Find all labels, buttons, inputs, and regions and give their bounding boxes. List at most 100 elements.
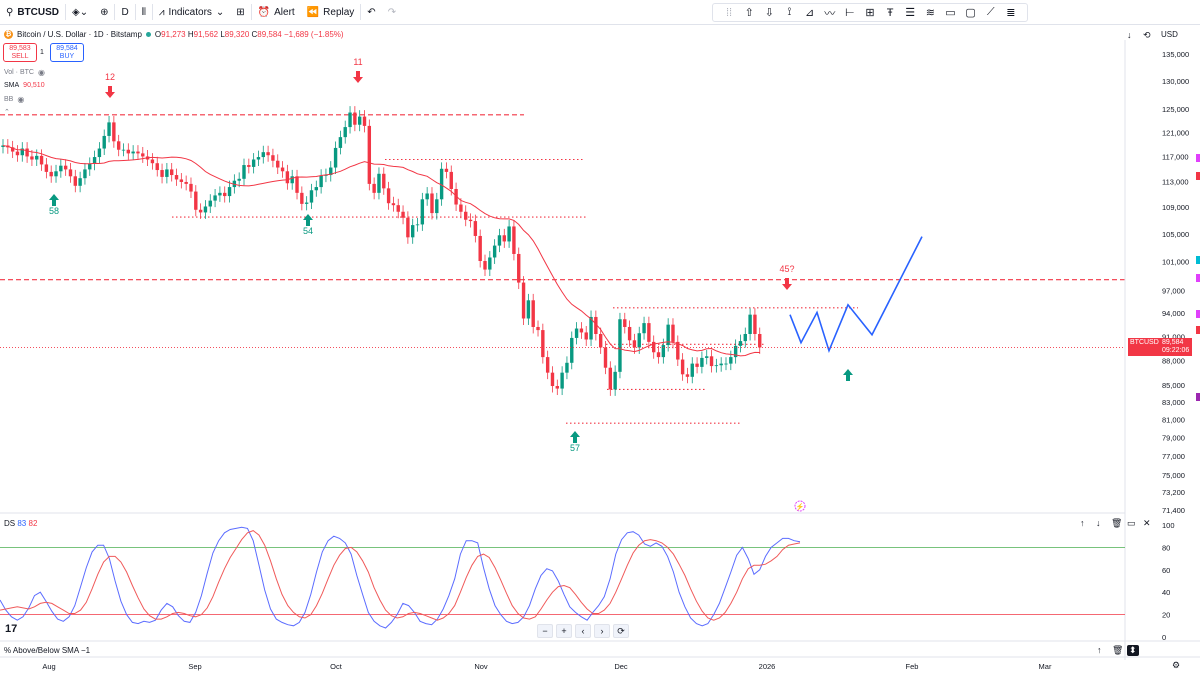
time-axis[interactable]: Aug Sep Oct Nov Dec 2026 Feb Mar bbox=[42, 662, 1052, 671]
layouts-button[interactable]: ⊞ bbox=[230, 0, 250, 25]
currency-label[interactable]: USD bbox=[1161, 30, 1178, 39]
rectangle-icon[interactable]: ▭ bbox=[945, 7, 956, 19]
candle-body bbox=[10, 147, 15, 152]
candle-body bbox=[391, 203, 396, 206]
candle-body bbox=[536, 326, 540, 331]
sell-button[interactable]: 89,583 SELL bbox=[3, 43, 37, 62]
annotation-label: 57 bbox=[570, 443, 580, 453]
tradingview-logo[interactable]: 17 bbox=[5, 623, 18, 635]
oscillator-blue-line bbox=[0, 526, 801, 629]
move-down-icon[interactable]: ↓ bbox=[1096, 518, 1101, 528]
candle-body bbox=[637, 333, 641, 348]
symbol-search[interactable]: ⚲ BTCUSD bbox=[0, 0, 65, 25]
scroll-left-button[interactable]: ‹ bbox=[575, 624, 591, 638]
more-lines-icon[interactable]: ≣ bbox=[1006, 7, 1016, 19]
candle-body bbox=[256, 157, 261, 160]
line-icon[interactable]: ⟋ bbox=[986, 6, 995, 18]
parallel-channel-icon[interactable]: ≋ bbox=[925, 7, 935, 19]
fib-grid-icon[interactable]: ⊞ bbox=[865, 7, 875, 19]
candle-body bbox=[6, 145, 10, 148]
annotation-label: 45? bbox=[779, 264, 794, 274]
collapse-legend-button[interactable]: ⌃ bbox=[4, 108, 10, 116]
arrow-down-icon[interactable]: ⇩ bbox=[764, 7, 774, 19]
price-axis[interactable]: 135,000 130,000 125,000 121,000 117,000 113,0… bbox=[1162, 50, 1189, 515]
candle-body bbox=[78, 178, 82, 186]
reset-chart-button[interactable]: ⟳ bbox=[613, 624, 629, 638]
sma-label: SMA bbox=[4, 82, 20, 89]
candle-body bbox=[218, 192, 222, 196]
date-range-icon[interactable]: ⊢ bbox=[845, 7, 855, 19]
redo-button[interactable]: ↷ bbox=[382, 0, 402, 25]
maximize-icon[interactable]: ▭ bbox=[1127, 518, 1136, 528]
zigzag-icon[interactable]: 〰 bbox=[824, 7, 836, 20]
move-up-icon[interactable]: ↑ bbox=[1080, 518, 1085, 528]
candle-body bbox=[589, 316, 593, 340]
candle-body bbox=[555, 386, 559, 389]
square-icon[interactable]: ▢ bbox=[965, 7, 976, 19]
price-tick-label: 77,000 bbox=[1162, 452, 1185, 461]
move-up-icon[interactable]: ↑ bbox=[1097, 645, 1102, 655]
candle-body bbox=[468, 219, 473, 222]
volume-indicator[interactable]: Vol · BTC ◉ bbox=[4, 68, 45, 77]
oscillator-value-2: 82 bbox=[28, 519, 38, 528]
candle-body bbox=[329, 167, 333, 176]
candle-body bbox=[406, 217, 410, 238]
candle-body bbox=[227, 187, 232, 197]
candle-body bbox=[492, 245, 497, 258]
candle-body bbox=[464, 211, 468, 220]
sync-icon[interactable]: ⟲ bbox=[1143, 30, 1151, 40]
plus-icon: + bbox=[561, 626, 567, 636]
bb-indicator[interactable]: BB ◉ bbox=[4, 95, 24, 104]
indicators-button[interactable]: ⩘ Indicators ⌄ bbox=[153, 0, 230, 25]
alert-button[interactable]: ⏰ Alert bbox=[252, 0, 301, 25]
candle-body bbox=[343, 127, 347, 138]
alert-marker bbox=[1196, 326, 1200, 334]
delete-icon[interactable]: 🗑 bbox=[1111, 518, 1123, 528]
close-icon[interactable]: ✕ bbox=[1143, 518, 1151, 528]
zoom-out-button[interactable]: − bbox=[537, 624, 553, 638]
candle-body bbox=[729, 357, 733, 364]
eye-icon[interactable]: ◉ bbox=[37, 68, 45, 77]
scroll-right-button[interactable]: › bbox=[594, 624, 610, 638]
drag-handle-icon[interactable]: ⁞⁞ bbox=[726, 6, 733, 19]
replay-button[interactable]: ⏪ Replay bbox=[301, 0, 361, 25]
zoom-in-button[interactable]: + bbox=[556, 624, 572, 638]
eye-icon[interactable]: ◉ bbox=[17, 95, 25, 104]
expand-pane-icon[interactable]: ⬍ bbox=[1127, 645, 1139, 656]
candle-body bbox=[295, 176, 299, 193]
time-tick-label: Dec bbox=[614, 662, 628, 671]
candle-body bbox=[362, 116, 367, 126]
buy-button[interactable]: 89,584 BUY bbox=[50, 43, 84, 62]
volume-label: Vol · BTC bbox=[4, 69, 34, 76]
add-symbol-button[interactable]: ⊕ bbox=[94, 0, 114, 25]
candle-body bbox=[141, 153, 145, 157]
sell-label: SELL bbox=[11, 53, 29, 60]
arrow-up-icon[interactable]: ⇧ bbox=[744, 7, 754, 19]
candle-body bbox=[656, 352, 661, 358]
chart-type-button[interactable]: ⫴ bbox=[136, 0, 152, 25]
trend-angle-icon[interactable]: ⊿ bbox=[804, 7, 815, 19]
fib-levels-icon[interactable]: ☰ bbox=[905, 7, 916, 19]
candle-body bbox=[570, 337, 574, 363]
undo-button[interactable]: ↶ bbox=[361, 0, 381, 25]
lightning-icon[interactable]: ⚡ bbox=[794, 500, 806, 512]
pattern-icon[interactable]: ⟟ bbox=[787, 6, 792, 18]
plus-circle-icon: ⊕ bbox=[100, 6, 109, 18]
candle-body bbox=[39, 155, 44, 165]
arrow-down-icon[interactable]: ↓ bbox=[1127, 30, 1132, 40]
current-price-tag: 89,584 09:22:06 bbox=[1160, 338, 1192, 357]
text-icon[interactable]: Ŧ bbox=[886, 6, 894, 19]
candle-body bbox=[545, 357, 550, 373]
settings-gear-icon[interactable]: ⚙ bbox=[1172, 660, 1181, 670]
candle-body bbox=[661, 345, 666, 358]
sma-indicator[interactable]: SMA 90,510 bbox=[4, 82, 45, 89]
candle-body bbox=[666, 324, 670, 346]
interval-button[interactable]: D bbox=[115, 0, 134, 25]
delete-icon[interactable]: 🗑 bbox=[1112, 645, 1124, 655]
candle-body bbox=[237, 178, 241, 181]
up-arrow-icon bbox=[570, 431, 580, 443]
candle-body bbox=[15, 151, 20, 156]
compare-button[interactable]: ◈⌄ bbox=[66, 0, 94, 25]
chevron-up-icon: ⌃ bbox=[4, 109, 10, 116]
